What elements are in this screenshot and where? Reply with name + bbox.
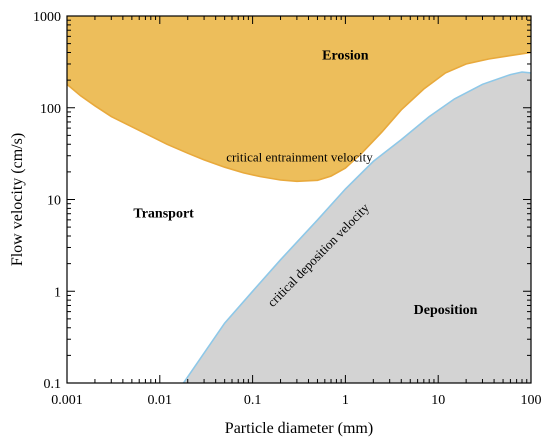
entrainment-curve-label: critical entrainment velocity: [226, 149, 373, 164]
erosion-region: [67, 16, 531, 182]
y-tick-label: 1: [54, 285, 61, 300]
region-label-deposition: Deposition: [414, 303, 478, 318]
deposition-curve: [182, 71, 531, 383]
region-label-transport: Transport: [133, 207, 194, 222]
y-tick-label: 1000: [33, 10, 61, 25]
y-tick-label: 10: [47, 194, 61, 209]
x-tick-label: 0.1: [244, 393, 262, 408]
axes: [66, 16, 531, 384]
entrainment-curve: [67, 51, 531, 183]
region-label-erosion: Erosion: [322, 49, 369, 64]
y-tick-label: 100: [40, 102, 61, 117]
x-tick-label: 100: [521, 393, 542, 408]
x-axis-title: Particle diameter (mm): [225, 420, 373, 437]
y-tick-label: 0.1: [44, 377, 62, 392]
y-axis-title: Flow velocity (cm/s): [9, 133, 26, 266]
x-tick-label: 0.001: [51, 393, 83, 408]
plot-area: [67, 16, 531, 383]
x-tick-label: 1: [342, 393, 349, 408]
x-tick-label: 0.01: [148, 393, 173, 408]
deposition-region: [183, 72, 531, 383]
x-tick-label: 10: [431, 393, 445, 408]
